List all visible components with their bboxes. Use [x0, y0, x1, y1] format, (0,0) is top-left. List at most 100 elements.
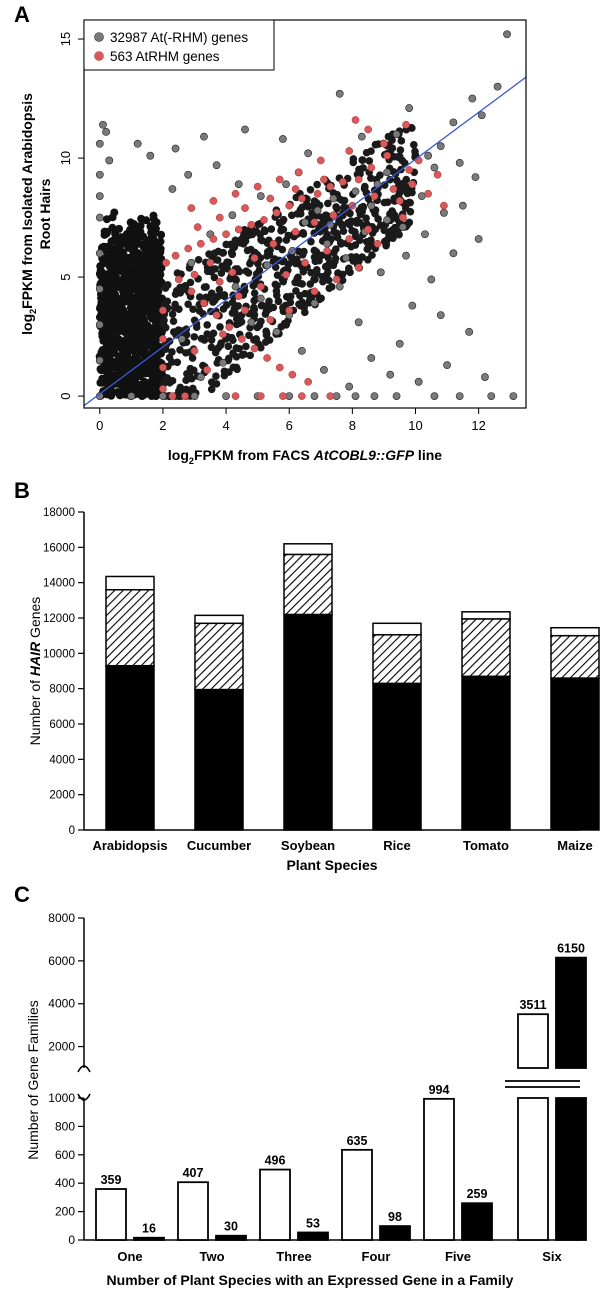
scatter-point-red — [241, 306, 249, 315]
bar-value-label: 3511 — [519, 998, 546, 1012]
scatter-point-dense — [205, 250, 213, 258]
scatter-point-dense — [173, 358, 182, 367]
scatter-point-red — [203, 366, 211, 374]
bar-segment-solid — [283, 613, 333, 831]
scatter-point-dense — [347, 217, 355, 225]
scatter-point-gray — [301, 218, 309, 227]
scatter-point-dense — [139, 323, 148, 332]
scatter-point-gray — [168, 185, 177, 193]
scatter-point-red — [275, 363, 284, 372]
scatter-point-red — [285, 201, 294, 210]
bar-segment-white — [194, 614, 244, 625]
scatter-point-dense — [358, 156, 366, 164]
x-category-label: Arabidopsis — [92, 838, 167, 853]
scatter-point-gray — [477, 111, 486, 120]
y-tick-label: 4000 — [49, 754, 75, 766]
scatter-point-dense — [386, 133, 395, 141]
scatter-point-red — [256, 282, 265, 291]
scatter-point-dense — [252, 335, 261, 343]
y-tick-label: 0 — [69, 825, 75, 837]
scatter-point-gray — [465, 327, 474, 336]
scatter-point-dense — [316, 227, 324, 236]
y-tick-label: 10000 — [43, 648, 75, 660]
scatter-point-dense — [104, 252, 113, 261]
scatter-point-dense — [163, 281, 172, 289]
x-category-label: Cucumber — [187, 838, 251, 853]
y-tick-label: 600 — [55, 1148, 75, 1162]
scatter-point-red — [285, 306, 294, 315]
scatter-point-red — [200, 299, 208, 308]
bar-segment-solid — [550, 677, 600, 831]
scatter-point-dense — [293, 255, 301, 263]
scatter-point-red — [187, 204, 196, 212]
y-tick-label: 16000 — [43, 542, 75, 554]
scatter-point-dense — [396, 146, 405, 154]
scatter-point-dense — [282, 236, 291, 244]
y-axis-title-a-line2: Root Hairs — [37, 178, 53, 249]
scatter-point-dense — [310, 275, 318, 284]
plot-frame-a — [83, 19, 527, 409]
scatter-point-dense — [246, 351, 254, 360]
scatter-point-dense — [103, 372, 112, 381]
x-category-label: Tomato — [463, 838, 509, 853]
y-axis-title-c: Number of Gene Families — [25, 1000, 41, 1160]
scatter-point-gray — [367, 354, 376, 362]
scatter-point-dense — [338, 221, 347, 229]
scatter-point-dense — [364, 194, 373, 203]
scatter-point-dense — [225, 354, 233, 363]
scatter-point-dense — [312, 266, 321, 274]
scatter-point-dense — [149, 324, 158, 333]
scatter-point-dense — [222, 240, 231, 249]
scatter-point-dense — [183, 369, 191, 378]
scatter-point-dense — [134, 290, 143, 299]
x-tick-label: 4 — [222, 418, 229, 433]
scatter-point-dense — [232, 363, 241, 372]
scatter-point-red — [364, 225, 372, 234]
scatter-point-dense — [333, 204, 341, 213]
scatter-point-dense — [98, 268, 107, 277]
scatter-point-dense — [105, 334, 114, 343]
scatter-point-red — [402, 120, 410, 129]
scatter-point-dense — [242, 267, 251, 276]
scatter-point-red — [408, 180, 417, 189]
scatter-point-dense — [211, 265, 219, 273]
scatter-point-dense — [318, 213, 326, 222]
bar-segment-white — [283, 543, 333, 556]
scatter-point-gray — [95, 213, 104, 222]
scatter-point-red — [209, 197, 218, 205]
scatter-point-gray — [310, 299, 319, 308]
scatter-point-gray — [357, 132, 366, 141]
scatter-point-dense — [114, 361, 123, 370]
bar-black — [461, 1202, 493, 1241]
scatter-point-dense — [331, 245, 340, 253]
scatter-point-dense — [149, 338, 158, 347]
scatter-point-dense — [176, 283, 185, 292]
bar-value-label: 30 — [224, 1220, 238, 1234]
x-tick-label: 6 — [286, 418, 293, 433]
scatter-point-dense — [133, 320, 142, 329]
bar-value-label: 407 — [183, 1166, 204, 1180]
scatter-point-dense — [396, 184, 405, 193]
scatter-point-gray — [159, 392, 167, 400]
scatter-point-dense — [216, 323, 224, 331]
scatter-point-dense — [151, 224, 160, 233]
scatter-point-dense — [376, 171, 384, 179]
scatter-point-red — [159, 363, 167, 372]
scatter-point-dense — [306, 185, 315, 194]
bar-black-lower — [555, 1097, 587, 1241]
scatter-point-dense — [120, 269, 129, 278]
x-category-label: Four — [362, 1249, 391, 1264]
bar-break-gap — [505, 1082, 580, 1086]
axis-break-bottom — [77, 1093, 91, 1101]
scatter-point-dense — [148, 237, 157, 246]
scatter-point-red — [304, 377, 313, 386]
scatter-point-dense — [110, 348, 119, 357]
scatter-point-dense — [279, 303, 287, 312]
scatter-point-red — [395, 197, 404, 205]
scatter-point-dense — [123, 352, 132, 361]
scatter-point-dense — [143, 329, 152, 338]
scatter-point-gray — [278, 135, 287, 143]
scatter-point-gray — [95, 356, 104, 365]
x-axis-labels-b: Arabidopsis Cucumber Soybean Rice Tomato Maiz… — [92, 838, 592, 853]
scatter-point-dense — [136, 221, 145, 230]
